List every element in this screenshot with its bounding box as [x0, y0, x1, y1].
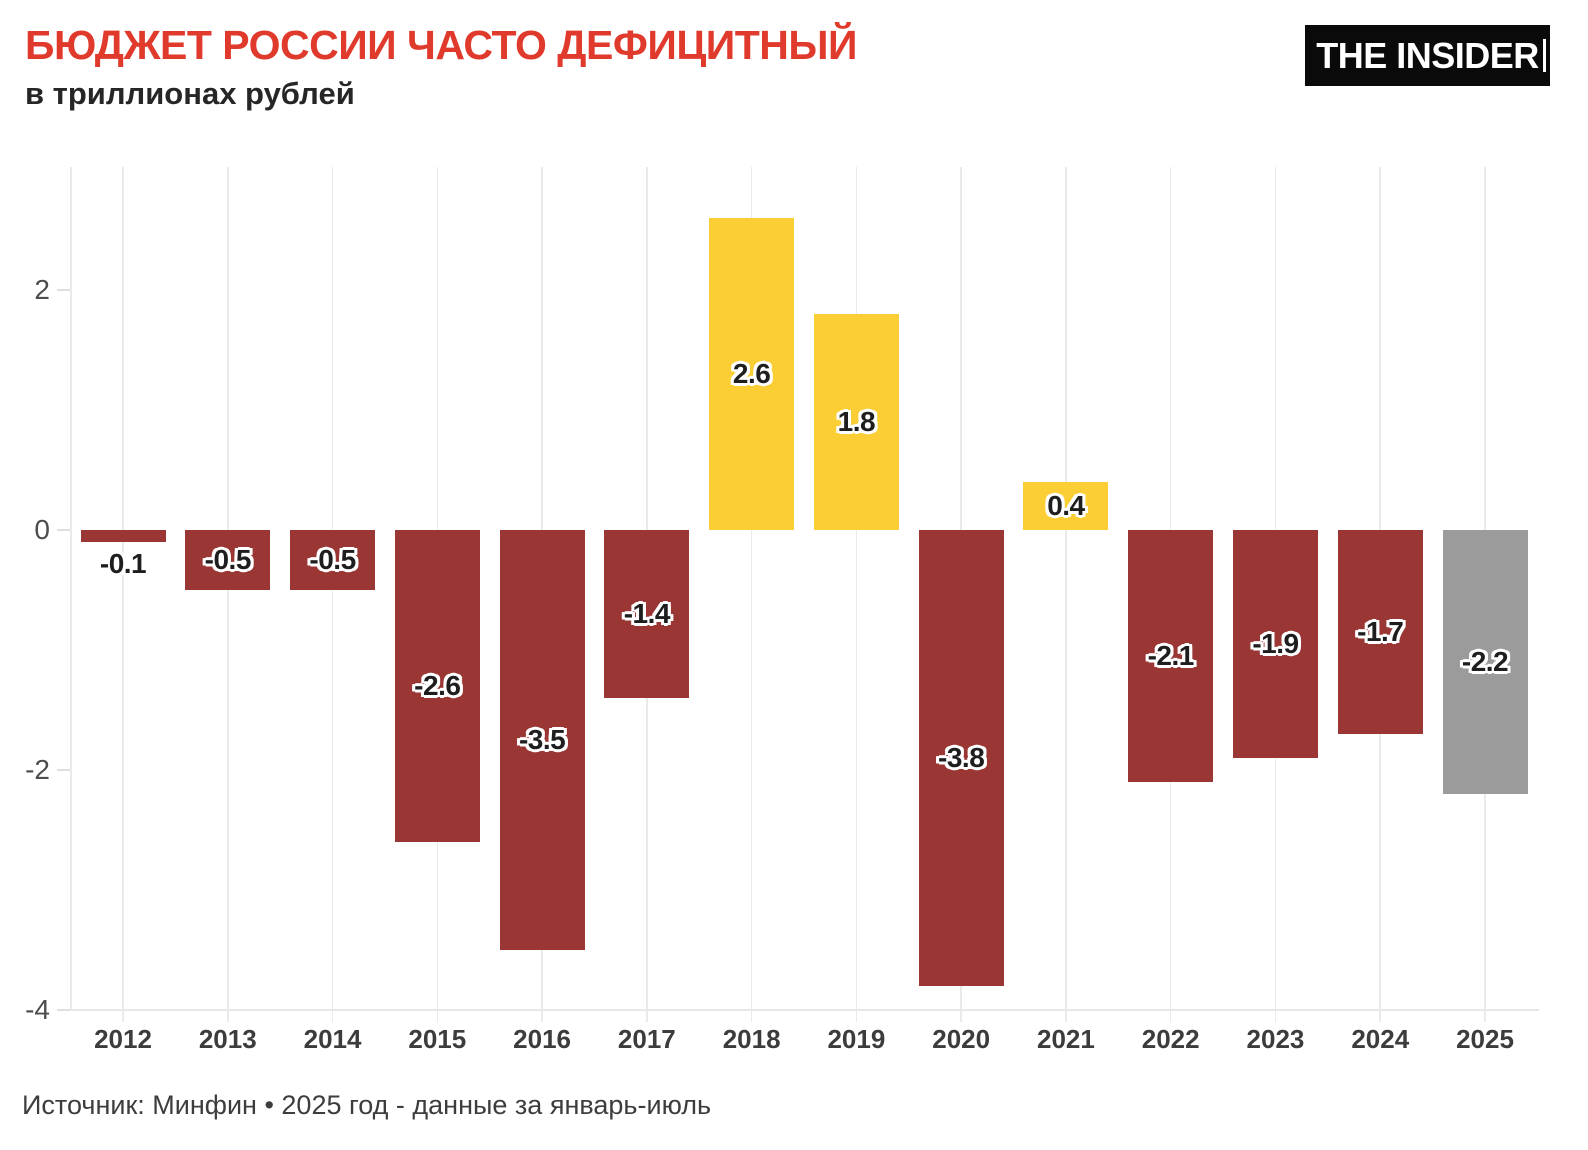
x-tick-2021: 2021 [1037, 1024, 1095, 1054]
bar-label-2014: -0.5 [309, 544, 356, 575]
x-tick-2018: 2018 [722, 1024, 781, 1054]
bar-label-2015: -2.6 [414, 670, 461, 701]
bar-label-2022: -2.1 [1147, 640, 1195, 671]
the-insider-logo: THE INSIDER [1305, 25, 1550, 86]
y-tick-label--4: -4 [25, 994, 50, 1025]
bar-2024 [1337, 530, 1423, 734]
y-tick-dash-0 [57, 529, 70, 531]
x-tick-2013: 2013 [198, 1024, 257, 1054]
gridline-2019 [855, 167, 858, 1022]
x-tick-2012: 2012 [94, 1024, 152, 1054]
bar-label-2017: -1.4 [623, 598, 671, 629]
x-tick-2024: 2024 [1351, 1024, 1410, 1054]
x-tick-2014: 2014 [303, 1024, 362, 1054]
x-tick-2017: 2017 [617, 1024, 676, 1054]
gridline-2014 [331, 167, 334, 1022]
x-tick-2015: 2015 [408, 1024, 467, 1054]
bar-2013 [185, 530, 271, 590]
bar-2025 [1442, 530, 1528, 794]
x-tick-2019: 2019 [827, 1024, 886, 1054]
y-tick-dash-2 [57, 289, 70, 291]
bar-2022 [1128, 530, 1214, 782]
bar-label-2012: -0.1 [99, 548, 147, 579]
bar-label-2025: -2.2 [1461, 646, 1509, 677]
bar-2016 [499, 530, 585, 950]
bar-2018 [709, 218, 795, 530]
y-tick-label-0: 0 [34, 514, 50, 545]
page-subtitle: в триллионах рублей [25, 76, 355, 111]
bar-label-2016: -3.5 [518, 724, 566, 755]
gridline-2013 [227, 167, 229, 1022]
bar-2023 [1232, 530, 1318, 758]
bar-label-2024: -1.7 [1357, 616, 1404, 647]
bar-label-2021: 0.4 [1047, 490, 1085, 521]
bar-label-2013: -0.5 [204, 544, 252, 575]
bar-2020 [918, 530, 1004, 986]
y-tick-dash--2 [57, 769, 70, 771]
bar-label-2018: 2.6 [732, 358, 771, 389]
x-tick-2016: 2016 [513, 1024, 571, 1054]
x-tick-2020: 2020 [932, 1024, 991, 1054]
page-title: БЮДЖЕТ РОССИИ ЧАСТО ДЕФИЦИТНЫЙ [25, 22, 858, 68]
bar-2012 [80, 530, 166, 542]
source-note: Источник: Минфин • 2025 год - данные за … [22, 1090, 712, 1120]
y-axis-line [70, 167, 72, 1010]
x-axis-line [70, 1009, 1539, 1011]
logo-text: THE INSIDER [1316, 34, 1539, 76]
x-tick-2022: 2022 [1141, 1024, 1200, 1054]
gridline-2021 [1065, 167, 1067, 1022]
y-tick-label-2: 2 [34, 274, 50, 305]
bar-2019 [813, 314, 899, 530]
y-tick-label--2: -2 [25, 754, 50, 785]
bar-label-2019: 1.8 [837, 406, 876, 437]
bar-2015 [394, 530, 480, 842]
bar-label-2023: -1.9 [1252, 628, 1299, 659]
x-tick-2023: 2023 [1246, 1024, 1305, 1054]
bar-label-2020: -3.8 [938, 742, 985, 773]
y-tick-dash--4 [57, 1009, 70, 1011]
bar-2014 [290, 530, 376, 590]
logo-cursor-bar [1543, 39, 1546, 72]
gridline-2012 [122, 167, 124, 1022]
gridline-2018 [750, 167, 753, 1022]
x-tick-2025: 2025 [1456, 1024, 1514, 1054]
bar-2017 [604, 530, 690, 698]
bar-2021 [1023, 482, 1109, 530]
